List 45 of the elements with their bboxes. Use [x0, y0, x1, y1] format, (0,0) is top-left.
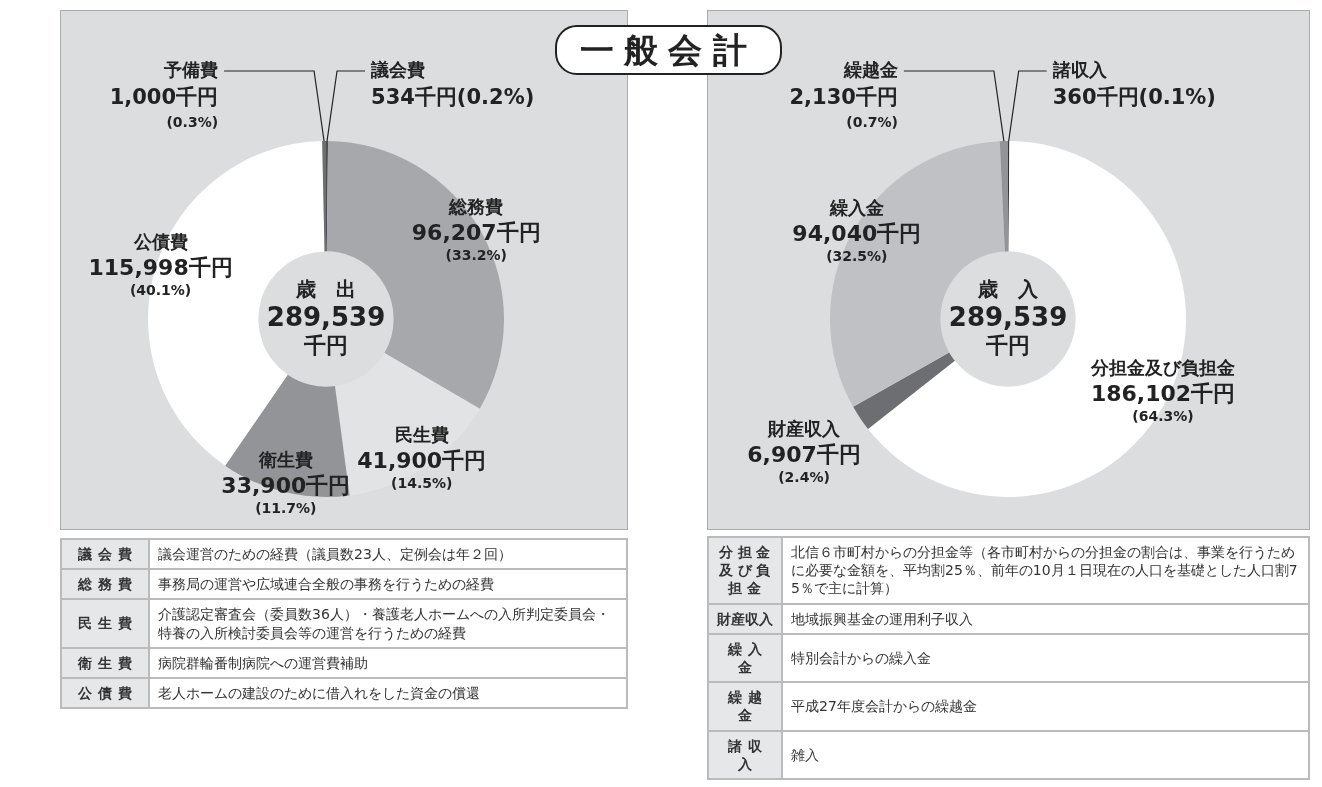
text: 繰入金 — [708, 633, 782, 683]
text: 雑入 — [782, 730, 1309, 779]
slice-label: 公債費 — [132, 231, 188, 253]
data-label: 94,040千円 (32.5%) — [792, 221, 922, 265]
text: 公債費 — [61, 677, 149, 709]
text: 老人ホームの建設のために借入れをした資金の償還 — [149, 677, 627, 709]
data-label: 115,998千円 (40.1%) — [88, 255, 233, 299]
text: 一般会計 — [555, 25, 782, 75]
data-label: 534千円(0.2%) — [371, 85, 535, 110]
slice-label: 繰越金 — [842, 58, 898, 80]
data-label: 1,000千円 (0.3%) — [109, 85, 219, 130]
text: 病院群輪番制病院への運営費補助 — [149, 647, 627, 678]
slice-label: 民生費 — [394, 424, 449, 446]
text: 議会費 — [61, 539, 149, 570]
slice-label: 諸収入 — [1051, 58, 1108, 80]
slice-label: 議会費 — [370, 58, 426, 80]
slice-label: 分担金及び負担金 — [1090, 356, 1235, 378]
data-label: 360千円(0.1%) — [1052, 85, 1216, 110]
slice-label: 繰入金 — [828, 197, 884, 219]
text: 財産収入 — [708, 603, 782, 634]
data-label: 186,102千円 (64.3%) — [1090, 380, 1236, 424]
data-label: 41,900千円 (14.5%) — [357, 448, 487, 492]
text: 歳 出 289,539 千円 — [266, 277, 386, 358]
text: 特別会計からの繰入金 — [782, 633, 1309, 683]
data-label: 2,130千円 (0.7%) — [789, 85, 898, 130]
text: 北信６市町村からの分担金等（各市町村からの分担金の割合は、事業を行うために必要な金額を、平均割25％、前年の10月１日現在の人口を基礎とした人口割75％で主に計算） — [782, 537, 1309, 604]
text: 介護認定審査会（委員数36人）・養護老人ホームへの入所判定委員会・特養の入所検討委員会等の運営を行うための経費 — [149, 599, 627, 648]
slice-label: 予備費 — [163, 58, 219, 80]
data-label: 33,900千円 (11.7%) — [221, 472, 351, 516]
text: 平成27年度会計からの繰越金 — [782, 682, 1309, 731]
data-label: 96,207千円 (33.2%) — [411, 219, 541, 263]
text: 民生費 — [61, 599, 149, 648]
text: 事務局の運営や広域連合全般の事務を行うための経費 — [149, 569, 627, 600]
text: 分担金及び負担金 — [708, 537, 782, 604]
data-label: 6,907千円 (2.4%) — [747, 441, 861, 485]
text: 諸収入 — [708, 730, 782, 779]
text: 繰越金 — [708, 682, 782, 731]
text: 議会運営のための経費（議員数23人、定例会は年２回） — [149, 539, 627, 570]
slice-label: 衛生費 — [257, 448, 313, 470]
slice-label: 財産収入 — [767, 417, 842, 439]
text: 地域振興基金の運用利子収入 — [782, 603, 1309, 634]
text: 歳 入 289,539 千円 — [948, 277, 1068, 358]
text: 総務費 — [61, 569, 149, 600]
slice-label: 総務費 — [448, 195, 504, 217]
text: 衛生費 — [61, 647, 149, 678]
